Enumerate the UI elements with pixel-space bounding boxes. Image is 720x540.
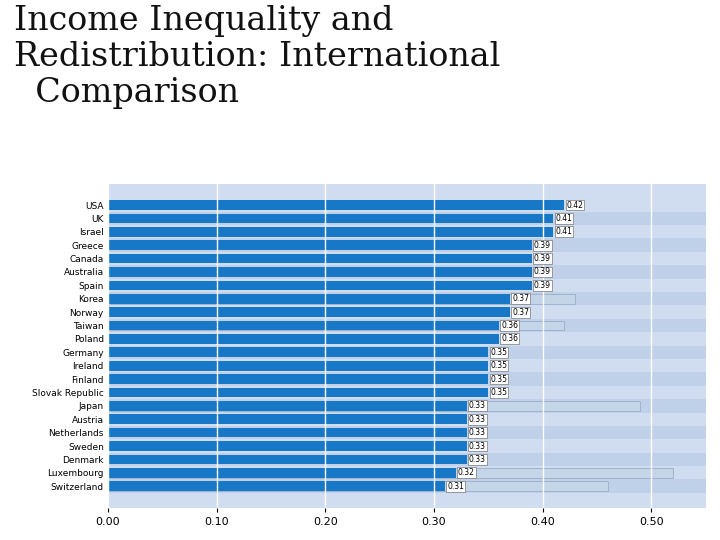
Bar (108, 214, 554, 223)
Bar (108, 306, 706, 319)
Text: 0.33: 0.33 (469, 415, 486, 424)
Bar (108, 227, 554, 237)
Bar (108, 225, 706, 239)
Text: 0.37: 0.37 (512, 308, 529, 316)
Bar (108, 399, 706, 413)
Text: 0.33: 0.33 (469, 442, 486, 450)
Bar (108, 254, 532, 264)
Bar (108, 388, 488, 397)
Text: 0.35: 0.35 (490, 375, 508, 383)
Text: 0.33: 0.33 (469, 401, 486, 410)
Bar (108, 453, 706, 466)
Bar (108, 413, 706, 426)
Bar (108, 252, 706, 265)
Bar (108, 279, 706, 292)
Text: 0.33: 0.33 (469, 428, 486, 437)
Bar (108, 321, 499, 330)
Bar (108, 401, 467, 410)
Bar (108, 481, 445, 491)
Bar (108, 480, 706, 493)
Bar (108, 426, 706, 440)
Bar (108, 200, 564, 210)
Bar (108, 401, 640, 410)
Bar (108, 319, 706, 332)
Bar (108, 240, 532, 250)
Text: 0.35: 0.35 (490, 348, 508, 357)
Bar (108, 239, 706, 252)
Bar (108, 212, 706, 225)
Text: Income Inequality and
Redistribution: International
  Comparison: Income Inequality and Redistribution: In… (14, 5, 501, 109)
Bar (108, 265, 706, 279)
Bar (108, 440, 706, 453)
Text: 0.33: 0.33 (469, 455, 486, 464)
Text: 0.41: 0.41 (556, 227, 572, 237)
Bar (108, 281, 532, 290)
Text: 0.35: 0.35 (490, 361, 508, 370)
Bar (108, 294, 575, 303)
Text: 0.39: 0.39 (534, 281, 551, 290)
Bar (108, 386, 706, 399)
Bar (108, 347, 488, 357)
Text: 0.36: 0.36 (501, 334, 518, 343)
Bar (108, 334, 499, 344)
Text: 0.41: 0.41 (556, 214, 572, 223)
Bar (108, 374, 488, 384)
Bar (108, 359, 706, 373)
Bar (108, 332, 706, 346)
Text: 0.39: 0.39 (534, 254, 551, 263)
Text: 0.39: 0.39 (534, 241, 551, 249)
Text: 0.37: 0.37 (512, 294, 529, 303)
Bar (108, 294, 510, 303)
Bar (108, 346, 706, 359)
Text: 0.39: 0.39 (534, 267, 551, 276)
Bar (108, 468, 456, 477)
Bar (108, 481, 608, 491)
Text: 0.35: 0.35 (490, 388, 508, 397)
Text: 0.31: 0.31 (447, 482, 464, 491)
Bar (108, 373, 706, 386)
Bar (108, 267, 532, 277)
Bar (108, 428, 467, 437)
Bar (108, 468, 673, 477)
Bar (108, 466, 706, 480)
Text: 0.42: 0.42 (567, 200, 583, 210)
Bar (108, 292, 706, 306)
Text: 0.36: 0.36 (501, 321, 518, 330)
Bar (108, 455, 467, 464)
Bar (108, 198, 706, 212)
Bar (108, 321, 564, 330)
Bar (108, 441, 467, 451)
Bar (108, 414, 467, 424)
Bar (108, 361, 488, 370)
Bar (108, 307, 510, 317)
Text: 0.32: 0.32 (458, 468, 474, 477)
